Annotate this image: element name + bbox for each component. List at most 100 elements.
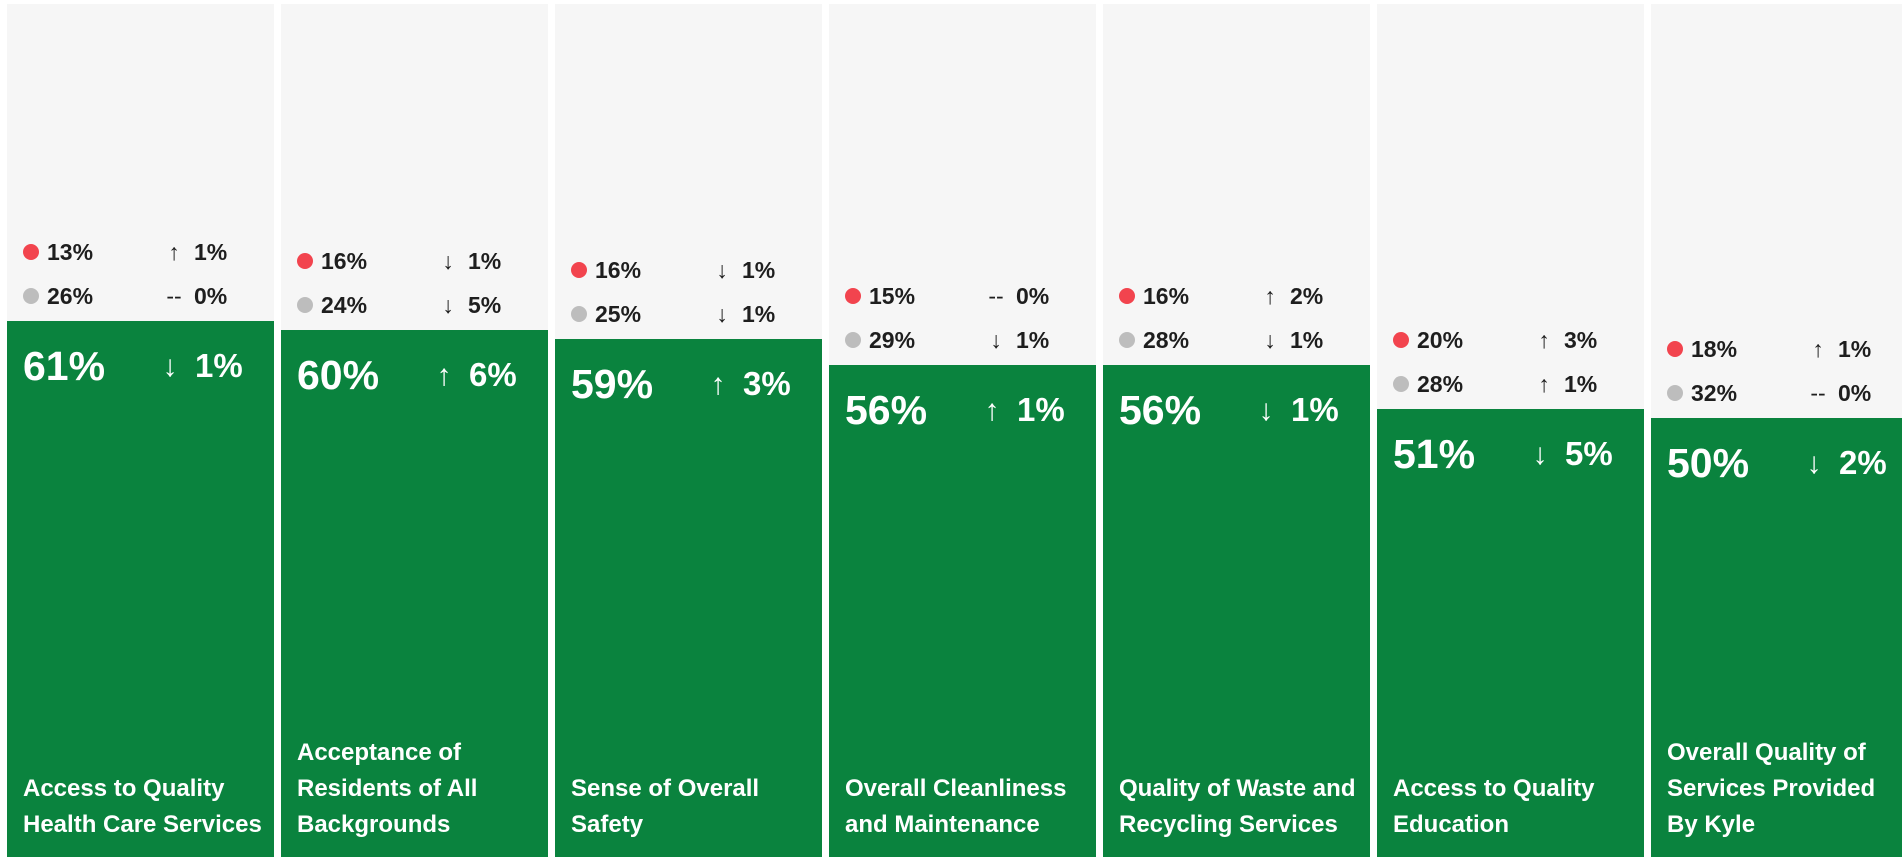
grey-stat-arrow-icon: -- bbox=[166, 283, 182, 309]
grey-dot-icon bbox=[571, 306, 587, 322]
bar-change-label: 6% bbox=[469, 356, 517, 393]
grey-stat-arrow-icon: ↓ bbox=[990, 327, 1002, 353]
grey-stat-change: 1% bbox=[1564, 371, 1598, 397]
grey-stat-change: 0% bbox=[1838, 380, 1872, 406]
red-stat-arrow-icon: -- bbox=[988, 283, 1004, 309]
red-stat-arrow-icon: ↑ bbox=[1264, 283, 1276, 309]
grey-dot-icon bbox=[1119, 332, 1135, 348]
bar-column: 15% -- 0% 29% ↓ 1% 56% ↑ 1% Overall Cleanliness a… bbox=[829, 4, 1096, 857]
bar-column: 16% ↑ 2% 28% ↓ 1% 56% ↓ 1% Quality of Waste and R… bbox=[1103, 4, 1370, 857]
grey-dot-icon bbox=[1393, 376, 1409, 392]
bar-value-label: 60% bbox=[297, 352, 380, 398]
grey-stat-value: 25% bbox=[595, 301, 642, 327]
bar: 61% ↓ 1% Access to Quality Health Care Serv… bbox=[7, 321, 274, 857]
grey-dot-icon bbox=[23, 288, 39, 304]
red-stat-row: 20% ↑ 3% bbox=[1393, 325, 1644, 355]
grey-stat-value: 28% bbox=[1417, 371, 1464, 397]
bar-column: 13% ↑ 1% 26% -- 0% 61% ↓ 1% Access to Quality Hea… bbox=[7, 4, 274, 857]
red-stat-value: 20% bbox=[1417, 327, 1464, 353]
category-label: Overall Cleanliness and Maintenance bbox=[845, 775, 1067, 838]
bar-column: 16% ↓ 1% 25% ↓ 1% 59% ↑ 3% Sense of Overall Safet… bbox=[555, 4, 822, 857]
red-stat-change: 3% bbox=[1564, 327, 1598, 353]
bar-change-label: 2% bbox=[1839, 444, 1887, 481]
grey-stat-arrow-icon: -- bbox=[1810, 380, 1826, 406]
red-stat-row: 16% ↓ 1% bbox=[297, 246, 548, 276]
bar-change-label: 3% bbox=[743, 365, 791, 402]
red-dot-icon bbox=[297, 253, 313, 269]
bar-value-label: 56% bbox=[845, 387, 928, 433]
grey-stat-change: 1% bbox=[742, 301, 776, 327]
red-stat-arrow-icon: ↓ bbox=[442, 248, 454, 274]
red-stat-change: 0% bbox=[1016, 283, 1050, 309]
grey-stat-arrow-icon: ↓ bbox=[716, 301, 728, 327]
bar-value-label: 50% bbox=[1667, 440, 1750, 486]
red-stat-arrow-icon: ↑ bbox=[1538, 327, 1550, 353]
grey-stat-arrow-icon: ↓ bbox=[1264, 327, 1276, 353]
bar-change-arrow-icon: ↓ bbox=[1806, 447, 1822, 480]
red-stat-row: 16% ↑ 2% bbox=[1119, 281, 1370, 311]
bar: 59% ↑ 3% Sense of Overall Safety bbox=[555, 339, 822, 857]
bar-column: 18% ↑ 1% 32% -- 0% 50% ↓ 2% Overall Quality of Se… bbox=[1651, 4, 1902, 857]
bar-change-label: 1% bbox=[195, 347, 243, 384]
red-stat-change: 1% bbox=[1838, 336, 1872, 362]
bar-change-arrow-icon: ↓ bbox=[1532, 438, 1548, 471]
red-stat-value: 16% bbox=[321, 248, 368, 274]
red-dot-icon bbox=[571, 262, 587, 278]
bar-change-arrow-icon: ↑ bbox=[984, 394, 1000, 427]
red-stat-arrow-icon: ↑ bbox=[1812, 336, 1824, 362]
red-stat-row: 18% ↑ 1% bbox=[1667, 334, 1902, 364]
grey-stat-value: 32% bbox=[1691, 380, 1738, 406]
red-stat-change: 1% bbox=[468, 248, 502, 274]
grey-dot-icon bbox=[297, 297, 313, 313]
bar-change-label: 1% bbox=[1017, 391, 1065, 428]
red-dot-icon bbox=[23, 244, 39, 260]
red-stat-change: 1% bbox=[742, 257, 776, 283]
category-label: Quality of Waste and Recycling Services bbox=[1119, 775, 1356, 838]
grey-stat-row: 26% -- 0% bbox=[23, 281, 274, 311]
grey-stat-row: 25% ↓ 1% bbox=[571, 299, 822, 329]
grey-stat-row: 28% ↑ 1% bbox=[1393, 369, 1644, 399]
grey-stat-value: 28% bbox=[1143, 327, 1190, 353]
grey-stat-row: 24% ↓ 5% bbox=[297, 290, 548, 320]
grey-stat-change: 0% bbox=[194, 283, 228, 309]
bar: 56% ↑ 1% Overall Cleanliness and Maintenanc… bbox=[829, 365, 1096, 857]
bar-column: 20% ↑ 3% 28% ↑ 1% 51% ↓ 5% Access to Quality Educ… bbox=[1377, 4, 1644, 857]
bar-change-label: 5% bbox=[1565, 435, 1613, 472]
red-dot-icon bbox=[1667, 341, 1683, 357]
grey-stat-change: 1% bbox=[1016, 327, 1050, 353]
grey-stat-value: 26% bbox=[47, 283, 94, 309]
grey-stat-value: 24% bbox=[321, 292, 368, 318]
category-label: Sense of Overall Safety bbox=[571, 775, 760, 838]
bar-change-arrow-icon: ↑ bbox=[436, 359, 452, 392]
bar: 56% ↓ 1% Quality of Waste and Recycling Ser… bbox=[1103, 365, 1370, 857]
grey-dot-icon bbox=[1667, 385, 1683, 401]
category-label: Access to Quality Health Care Services bbox=[23, 775, 262, 838]
red-stat-value: 15% bbox=[869, 283, 916, 309]
bar-value-label: 61% bbox=[23, 343, 106, 389]
red-stat-value: 13% bbox=[47, 239, 94, 265]
bar-change-arrow-icon: ↓ bbox=[162, 350, 178, 383]
red-stat-row: 13% ↑ 1% bbox=[23, 237, 274, 267]
red-stat-row: 16% ↓ 1% bbox=[571, 255, 822, 285]
red-dot-icon bbox=[845, 288, 861, 304]
red-stat-change: 1% bbox=[194, 239, 228, 265]
red-dot-icon bbox=[1393, 332, 1409, 348]
bar-column: 16% ↓ 1% 24% ↓ 5% 60% ↑ 6% Acceptance of Resident… bbox=[281, 4, 548, 857]
bar: 50% ↓ 2% Overall Quality of Services Provid… bbox=[1651, 418, 1902, 857]
red-stat-value: 18% bbox=[1691, 336, 1738, 362]
category-label: Access to Quality Education bbox=[1393, 775, 1595, 838]
bar-change-arrow-icon: ↓ bbox=[1258, 394, 1274, 427]
bar-change-arrow-icon: ↑ bbox=[710, 368, 726, 401]
bar-value-label: 51% bbox=[1393, 431, 1476, 477]
red-stat-arrow-icon: ↓ bbox=[716, 257, 728, 283]
bar: 51% ↓ 5% Access to Quality Education bbox=[1377, 409, 1644, 857]
grey-dot-icon bbox=[845, 332, 861, 348]
grey-stat-arrow-icon: ↓ bbox=[442, 292, 454, 318]
red-stat-row: 15% -- 0% bbox=[845, 281, 1096, 311]
bar-change-label: 1% bbox=[1291, 391, 1339, 428]
grey-stat-change: 1% bbox=[1290, 327, 1324, 353]
red-stat-arrow-icon: ↑ bbox=[168, 239, 180, 265]
red-dot-icon bbox=[1119, 288, 1135, 304]
grey-stat-value: 29% bbox=[869, 327, 916, 353]
